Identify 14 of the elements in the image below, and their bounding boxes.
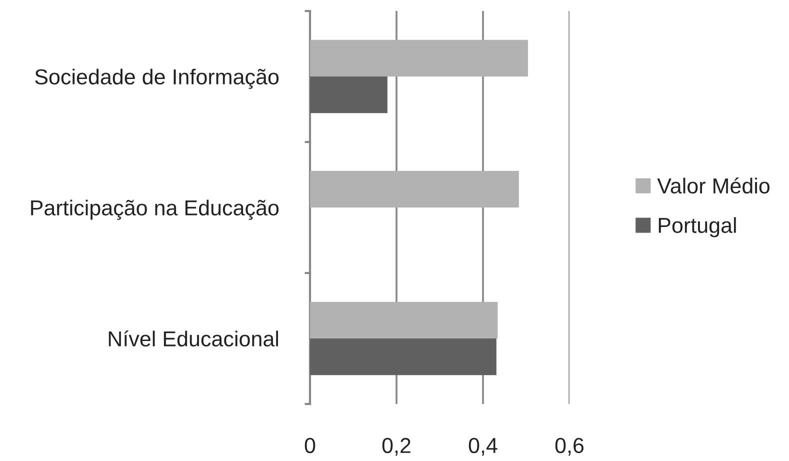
x-tick-label: 0,2 <box>382 438 410 456</box>
x-tick-label: 0,6 <box>555 438 584 456</box>
bar <box>310 338 496 376</box>
legend-label: Portugal <box>658 217 736 238</box>
y-tick-label: Nível Educacional <box>108 330 278 347</box>
bar <box>310 40 528 76</box>
bar <box>310 302 498 338</box>
bar <box>310 170 519 208</box>
bar <box>310 76 388 114</box>
y-tick-label: Sociedade de Informação <box>35 68 279 89</box>
legend-label: Valor Médio <box>657 177 770 194</box>
x-tick-label: 0,4 <box>468 438 498 456</box>
x-tick-label: 0 <box>304 438 316 454</box>
y-tick-label: Participação na Educação <box>31 200 279 220</box>
